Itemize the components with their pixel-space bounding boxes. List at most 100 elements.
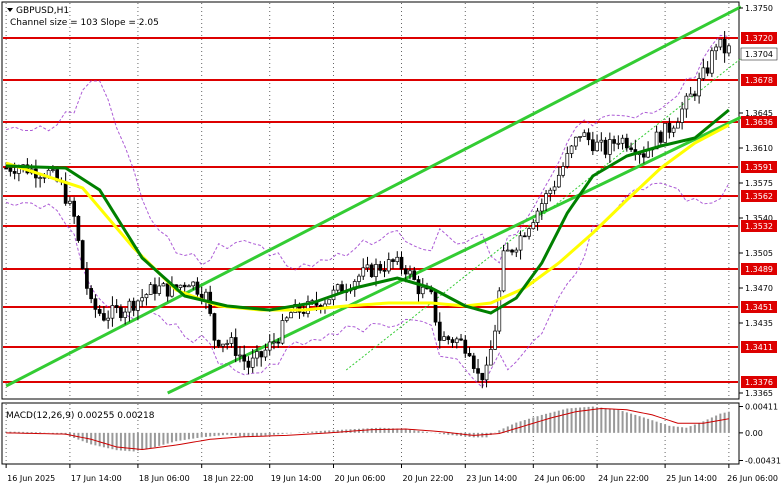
candle-body-42 (182, 284, 187, 288)
level-tag-text-1: 1.3678 (745, 76, 773, 85)
candle-body-26 (114, 305, 119, 308)
candle-body-121 (518, 235, 523, 251)
candle-body-93 (399, 256, 404, 270)
candle-body-116 (497, 290, 502, 332)
candle-body-114 (488, 349, 493, 366)
candle-body-25 (110, 305, 115, 319)
candle-body-50 (216, 339, 221, 347)
candle-body-66 (284, 317, 289, 321)
symbol-dropdown-icon[interactable] (7, 8, 13, 12)
candle-body-2 (12, 171, 17, 174)
candle-body-54 (233, 337, 238, 356)
candle-body-71 (306, 301, 310, 314)
candle-body-24 (106, 317, 111, 321)
trend-channel (5, 5, 742, 395)
candle-body-108 (463, 339, 468, 354)
candle-body-131 (561, 166, 565, 176)
macd-label: MACD(12,26,9) 0.00255 0.00218 (6, 411, 155, 421)
candle-body-143 (612, 139, 616, 144)
price-tick-1: 1.3645 (745, 109, 773, 118)
candle-body-123 (527, 228, 531, 237)
candle-body-53 (229, 337, 234, 344)
candle-body-0 (4, 167, 8, 170)
candle-body-107 (459, 338, 463, 341)
candle-body-84 (361, 267, 366, 277)
candle-body-20 (89, 288, 94, 300)
candle-body-150 (641, 153, 646, 158)
candle-body-21 (93, 298, 98, 310)
current-price-box (740, 47, 778, 61)
level-tag-8 (741, 341, 777, 353)
current-price-label: 1.3704 (745, 50, 773, 59)
candle-body-122 (522, 235, 527, 238)
candle-body-44 (191, 281, 196, 287)
candle-body-60 (259, 351, 264, 358)
price-tick-0: 1.3750 (745, 4, 773, 13)
candle-body-47 (204, 291, 208, 301)
channel-upper-line (5, 5, 742, 388)
candle-body-33 (144, 294, 149, 299)
candle-body-119 (510, 249, 514, 253)
candle-body-11 (51, 169, 55, 171)
candle-body-126 (539, 203, 544, 212)
time-tick-2: 18 Jun 06:00 (139, 474, 190, 483)
time-tick-8: 24 Jun 06:00 (534, 474, 585, 483)
candle-body-163 (697, 78, 701, 97)
candle-body-153 (654, 131, 659, 150)
candle-body-27 (119, 307, 123, 318)
candle-body-169 (722, 38, 727, 54)
time-tick-6: 20 Jun 22:00 (403, 474, 454, 483)
level-lines (3, 37, 738, 383)
candle-body-145 (620, 137, 625, 144)
level-tag-text-0: 1.3720 (745, 34, 773, 43)
candle-body-113 (484, 364, 489, 381)
level-tag-2 (741, 116, 777, 128)
candle-body-106 (454, 338, 459, 343)
candle-body-120 (514, 249, 519, 253)
candle-body-147 (629, 147, 633, 150)
candle-body-32 (140, 297, 145, 302)
level-tag-5 (741, 220, 777, 232)
macd-signal-line (6, 407, 729, 451)
candle-body-52 (225, 343, 230, 345)
candle-body-78 (335, 284, 340, 291)
candle-body-140 (599, 139, 604, 143)
candle-body-76 (327, 299, 332, 305)
candle-body-98 (420, 286, 425, 295)
channel-note: Channel size = 103 Slope = 2.05 (10, 18, 159, 28)
level-tag-3 (741, 161, 777, 173)
level-tag-text-2: 1.3636 (745, 118, 773, 127)
candle-body-141 (603, 139, 608, 155)
envelope-upper (5, 34, 729, 271)
price-axis: 1.3750 1.3645 1.3610 1.3575 1.3540 1.3505 1.34… (739, 4, 778, 398)
candle-body-137 (586, 132, 591, 141)
moving-average-0 (5, 123, 730, 312)
price-tick-7: 1.3435 (745, 319, 773, 328)
time-tick-7: 23 Jun 14:00 (466, 474, 517, 483)
candle-body-168 (718, 38, 723, 48)
macd-tick-0: 0.00411 (745, 403, 778, 412)
level-tag-text-6: 1.3489 (745, 265, 773, 274)
candle-body-133 (569, 145, 574, 154)
level-tag-6 (741, 263, 777, 275)
price-tick-3: 1.3575 (745, 179, 773, 188)
candle-body-37 (161, 283, 166, 287)
candle-body-111 (476, 368, 480, 374)
candle-body-8 (38, 177, 42, 179)
candle-body-97 (416, 279, 421, 295)
candle-body-89 (382, 269, 387, 272)
candle-body-105 (450, 339, 455, 343)
candle-body-19 (85, 268, 89, 289)
candle-body-144 (616, 142, 621, 145)
candle-body-30 (131, 300, 136, 311)
candle-body-102 (437, 321, 442, 341)
level-tag-text-7: 1.3451 (745, 303, 773, 312)
candle-body-15 (68, 200, 72, 204)
candle-body-96 (412, 270, 417, 280)
level-tag-text-8: 1.3411 (745, 343, 773, 352)
candle-body-1 (8, 167, 13, 172)
candle-body-170 (727, 45, 731, 54)
candle-body-91 (391, 259, 395, 262)
candle-body-35 (153, 284, 157, 294)
